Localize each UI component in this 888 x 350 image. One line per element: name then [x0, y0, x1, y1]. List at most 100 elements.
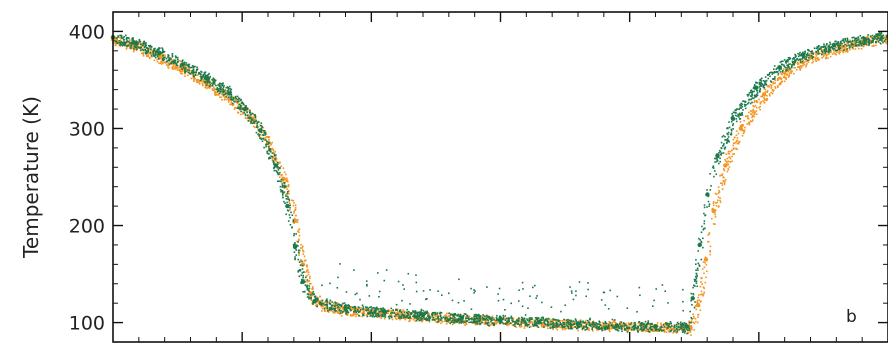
- data-point: [724, 159, 726, 161]
- data-point: [842, 40, 844, 42]
- data-point: [743, 131, 745, 133]
- data-point: [115, 45, 117, 47]
- data-point: [363, 306, 365, 308]
- data-point: [461, 322, 463, 324]
- data-point: [841, 43, 843, 45]
- data-point: [719, 191, 721, 193]
- data-point: [884, 36, 886, 38]
- data-point: [758, 99, 760, 101]
- data-point: [284, 171, 286, 173]
- data-point: [265, 144, 267, 146]
- data-point: [674, 325, 676, 327]
- data-point: [177, 67, 179, 69]
- data-point: [339, 304, 341, 306]
- data-point: [704, 257, 708, 261]
- data-point: [701, 278, 703, 280]
- data-point: [617, 296, 619, 298]
- data-point: [717, 200, 719, 202]
- data-point: [708, 201, 710, 203]
- data-point: [622, 325, 624, 327]
- data-point: [438, 320, 440, 322]
- data-point: [784, 81, 786, 83]
- data-point: [262, 138, 264, 140]
- data-point: [772, 89, 774, 91]
- data-point: [510, 322, 512, 324]
- data-point: [612, 319, 614, 321]
- data-point: [128, 41, 130, 43]
- data-point: [157, 56, 159, 58]
- data-point: [149, 52, 151, 54]
- data-point: [298, 240, 300, 242]
- data-point: [577, 330, 579, 332]
- data-point: [353, 311, 355, 313]
- data-point: [232, 103, 234, 105]
- data-point: [454, 314, 456, 316]
- data-point: [297, 219, 299, 221]
- data-point: [772, 78, 774, 80]
- data-point: [732, 153, 734, 155]
- data-point: [683, 326, 685, 328]
- data-point: [728, 169, 730, 171]
- data-point: [369, 307, 371, 309]
- data-point: [284, 182, 286, 184]
- data-point: [816, 55, 818, 57]
- data-point: [740, 118, 742, 120]
- data-point: [775, 87, 777, 89]
- data-point: [433, 317, 435, 319]
- data-point: [182, 60, 184, 62]
- data-point: [224, 96, 226, 98]
- data-point: [414, 314, 416, 316]
- data-point: [434, 319, 436, 321]
- data-point: [131, 39, 133, 41]
- data-point: [464, 322, 466, 324]
- data-point: [652, 305, 654, 307]
- data-point: [849, 41, 851, 43]
- data-point: [188, 65, 190, 67]
- data-point: [460, 314, 462, 316]
- data-point: [407, 309, 409, 311]
- data-point: [302, 275, 304, 277]
- data-point: [547, 327, 549, 329]
- data-point: [447, 316, 449, 318]
- data-point: [268, 146, 270, 148]
- data-point: [187, 75, 189, 77]
- data-point: [586, 324, 588, 326]
- data-point: [716, 193, 718, 195]
- data-point: [355, 294, 357, 296]
- data-point: [191, 67, 193, 69]
- data-point: [818, 59, 820, 61]
- data-point: [537, 325, 539, 327]
- data-point: [185, 64, 187, 66]
- data-point: [716, 202, 718, 204]
- data-point: [172, 67, 174, 69]
- data-point: [340, 312, 342, 314]
- data-point: [347, 311, 349, 313]
- data-point: [812, 59, 814, 61]
- data-point: [422, 318, 424, 320]
- data-point: [398, 281, 400, 283]
- data-point: [264, 134, 266, 136]
- data-point: [621, 321, 623, 323]
- data-point: [544, 323, 546, 325]
- data-point: [807, 59, 809, 61]
- data-point: [119, 40, 121, 42]
- data-point: [283, 201, 285, 203]
- data-point: [799, 52, 801, 54]
- data-point: [598, 326, 600, 328]
- data-point: [452, 324, 454, 326]
- data-point: [743, 120, 745, 122]
- data-point: [248, 117, 250, 119]
- data-point: [506, 321, 508, 323]
- data-point: [693, 316, 695, 318]
- data-point: [609, 331, 611, 333]
- data-point: [505, 319, 507, 321]
- data-point: [474, 318, 476, 320]
- data-point: [642, 329, 644, 331]
- data-point: [170, 58, 172, 60]
- data-point: [298, 252, 300, 254]
- data-point: [660, 323, 662, 325]
- data-point: [823, 54, 825, 56]
- data-point: [312, 288, 314, 290]
- data-point: [674, 327, 676, 329]
- data-point: [787, 66, 789, 68]
